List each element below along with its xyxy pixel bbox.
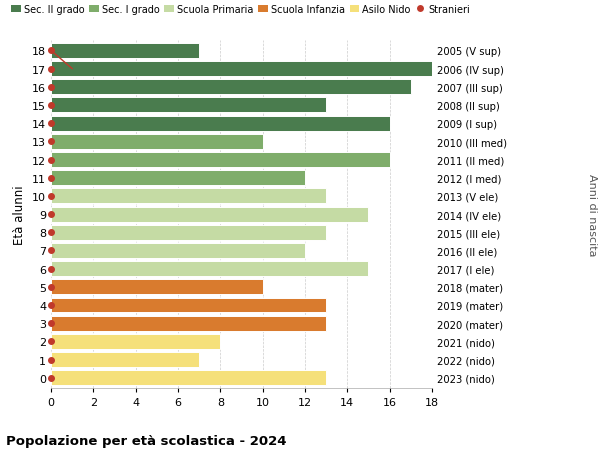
Y-axis label: Età alunni: Età alunni — [13, 185, 26, 244]
Bar — [51, 44, 199, 59]
Bar — [51, 298, 326, 313]
Bar — [51, 80, 411, 95]
Bar — [51, 62, 432, 77]
Text: Anni di nascita: Anni di nascita — [587, 174, 597, 256]
Bar — [51, 243, 305, 258]
Bar — [51, 98, 326, 113]
Bar — [51, 134, 263, 150]
Bar — [51, 370, 326, 385]
Bar — [51, 171, 305, 186]
Bar — [51, 189, 326, 204]
Bar — [51, 153, 389, 168]
Bar — [51, 262, 368, 276]
Bar — [51, 117, 389, 131]
Bar — [51, 353, 199, 367]
Bar — [51, 207, 368, 222]
Bar — [51, 316, 326, 331]
Bar — [51, 225, 326, 240]
Bar — [51, 334, 220, 349]
Bar — [51, 280, 263, 295]
Text: Popolazione per età scolastica - 2024: Popolazione per età scolastica - 2024 — [6, 434, 287, 447]
Legend: Sec. II grado, Sec. I grado, Scuola Primaria, Scuola Infanzia, Asilo Nido, Stran: Sec. II grado, Sec. I grado, Scuola Prim… — [11, 5, 470, 15]
